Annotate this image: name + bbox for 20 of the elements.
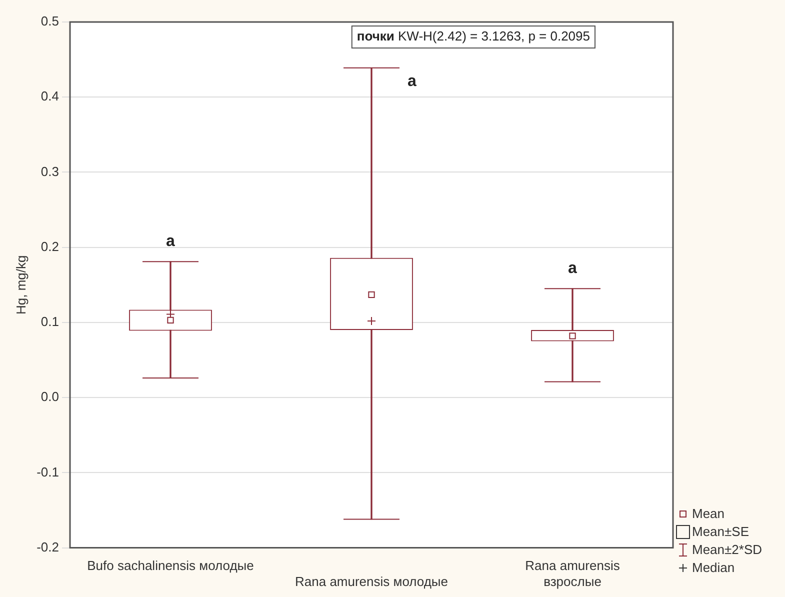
y-tick-label: 0.4 [40,88,59,104]
x-tick-label: Rana amurensis взрослые [525,558,620,589]
y-tick-label: 0.3 [40,164,59,179]
y-tick-label: -0.2 [36,539,59,554]
text: Mean [692,505,725,523]
text: Mean±SE [692,523,749,541]
text: Median [692,559,735,577]
annotation: a [166,233,176,250]
y-axis-title: Hg, mg/kg [13,255,28,315]
y-tick-label: 0.2 [40,238,59,254]
text: Mean±2*SD [692,541,762,559]
annotation: a [568,260,578,278]
y-tick-label: -0.1 [36,464,59,480]
x-tick-label: Bufo sachalinensis молодые [87,558,254,574]
annotation: почки KW-H(2.42) = 3.1263, p = 0.2095 [356,28,590,44]
annotation: a [408,73,416,90]
y-tick-label: 0.1 [40,314,59,330]
y-tick-label: 0.0 [40,389,59,404]
y-tick-label: 0.5 [40,14,59,29]
x-tick-label: Rana amurensis молодые [295,574,448,589]
